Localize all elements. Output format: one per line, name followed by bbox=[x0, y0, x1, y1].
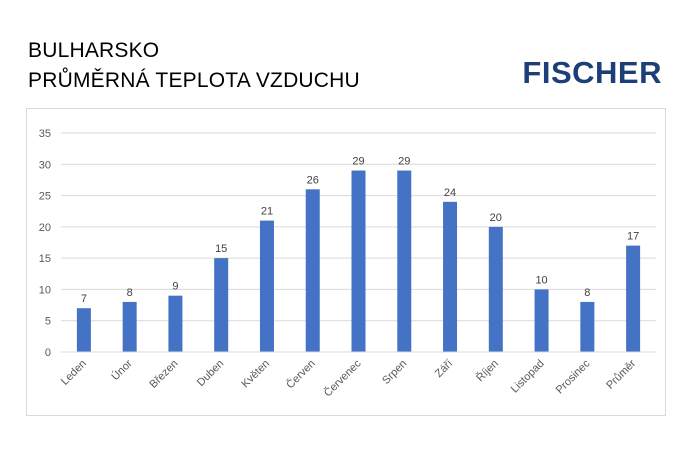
category-label: Prosinec bbox=[554, 357, 593, 396]
data-label: 8 bbox=[584, 287, 590, 299]
category-label: Průměr bbox=[604, 357, 638, 391]
bar bbox=[443, 201, 458, 352]
category-label: Březen bbox=[147, 358, 180, 391]
category-label: Srpen bbox=[380, 358, 409, 387]
data-label: 17 bbox=[627, 231, 639, 243]
y-tick-label: 0 bbox=[45, 347, 51, 359]
bar bbox=[488, 226, 503, 352]
category-label: Září bbox=[433, 358, 455, 380]
bar bbox=[214, 258, 229, 352]
category-label: Leden bbox=[59, 358, 89, 388]
category-label: Duben bbox=[195, 358, 226, 389]
data-label: 8 bbox=[127, 287, 133, 299]
category-label: Červen bbox=[284, 357, 318, 391]
bar bbox=[351, 170, 366, 352]
title-subtitle: PRŮMĚRNÁ TEPLOTA VZDUCHU bbox=[28, 69, 360, 92]
bar bbox=[305, 189, 320, 352]
fischer-logo: FISCHER bbox=[522, 55, 662, 90]
data-label: 26 bbox=[307, 174, 319, 186]
data-label: 9 bbox=[172, 281, 178, 293]
x-axis-categories: Leden Únor Březen Duben Květen Červen Červenec… bbox=[59, 357, 639, 400]
bar bbox=[259, 220, 274, 352]
category-label: Červenec bbox=[321, 357, 364, 400]
bar bbox=[76, 308, 91, 352]
data-labels: 7 8 9 15 21 26 29 29 24 20 10 8 17 bbox=[81, 156, 639, 306]
bar bbox=[122, 301, 137, 352]
chart-area bbox=[26, 108, 666, 416]
y-axis-ticks: 0 5 10 15 20 25 30 35 bbox=[39, 128, 51, 359]
y-tick-label: 25 bbox=[39, 191, 51, 203]
y-tick-label: 15 bbox=[39, 253, 51, 265]
category-label: Květen bbox=[239, 358, 272, 391]
data-label: 21 bbox=[261, 206, 273, 218]
category-label: Říjen bbox=[474, 357, 501, 384]
data-label: 15 bbox=[215, 243, 227, 255]
y-tick-label: 20 bbox=[39, 222, 51, 234]
bar bbox=[168, 295, 183, 352]
bar bbox=[534, 289, 549, 352]
category-label: Listopad bbox=[509, 358, 547, 396]
y-tick-label: 10 bbox=[39, 284, 51, 296]
chart-heading: BULHARSKO PRŮMĚRNÁ TEPLOTA VZDUCHU bbox=[28, 36, 360, 96]
data-label: 7 bbox=[81, 293, 87, 305]
y-tick-label: 5 bbox=[45, 316, 51, 328]
y-tick-label: 30 bbox=[39, 159, 51, 171]
category-label: Únor bbox=[109, 357, 135, 383]
data-label: 10 bbox=[535, 274, 547, 286]
data-label: 20 bbox=[490, 212, 502, 224]
y-tick-label: 35 bbox=[39, 128, 51, 140]
bar bbox=[397, 170, 412, 352]
data-label: 29 bbox=[398, 156, 410, 168]
bars bbox=[76, 170, 641, 352]
title-country: BULHARSKO bbox=[28, 39, 160, 62]
bar bbox=[580, 301, 595, 352]
bar bbox=[626, 245, 641, 352]
data-label: 24 bbox=[444, 187, 456, 199]
data-label: 29 bbox=[352, 156, 364, 168]
